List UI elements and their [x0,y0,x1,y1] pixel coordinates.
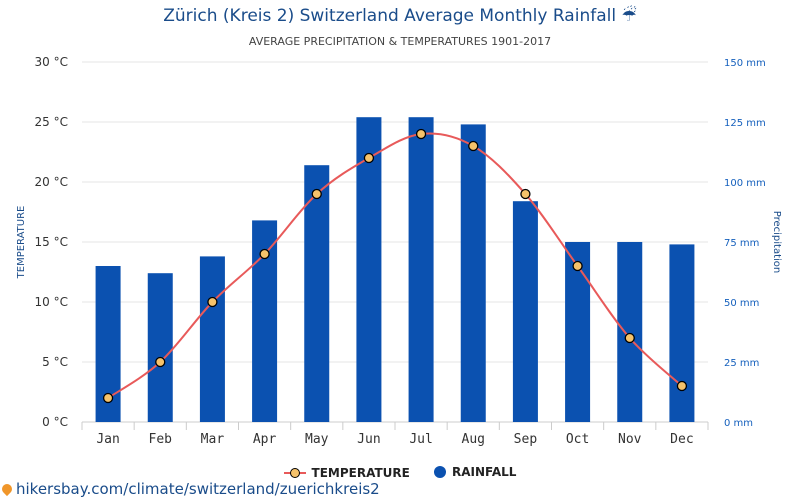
y-right-axis-title: Precipitation [771,211,782,274]
x-tick-label: Jul [409,432,432,447]
temperature-point [676,380,688,392]
temperature-point [102,392,114,404]
y-left-tick-label: 5 °C [42,355,68,369]
temperature-point [155,356,166,368]
temperature-point [311,188,322,200]
legend-temperature[interactable]: TEMPERATURE [283,466,410,480]
chart-title: Zürich (Kreis 2) Switzerland Average Mon… [163,6,637,26]
chart-subtitle: AVERAGE PRECIPITATION & TEMPERATURES 190… [248,35,552,48]
temperature-point [259,248,270,260]
legend-rainfall[interactable]: RAINFALL [434,465,516,479]
y-right-tick-label: 75 mm [724,238,759,249]
x-tick-label: Feb [149,432,173,447]
rainfall-bars [95,117,695,423]
rainfall-bar [512,201,538,422]
x-tick-label: Sep [514,432,538,447]
temperature-legend-icon [283,468,306,478]
x-tick-label: Jan [96,432,119,447]
y-right-tick-label: 125 mm [724,118,766,129]
temperature-line [102,128,688,404]
temperature-point [468,140,479,152]
temperature-point [624,332,635,344]
x-tick-label: Dec [670,432,693,447]
rainfall-legend-icon [434,466,447,478]
x-tick-label: Aug [462,432,485,447]
y-left-axis-title: TEMPERATURE [16,206,27,280]
y-left-tick-label: 10 °C [35,295,68,309]
y-left-tick-label: 0 °C [42,415,68,429]
x-tick-label: Mar [201,432,225,447]
y-left-tick-label: 25 °C [35,115,68,129]
y-right-tick-label: 50 mm [724,298,759,309]
legend: TEMPERATURE RAINFALL [0,465,800,481]
y-right-tick-label: 0 mm [724,418,753,429]
x-tick-label: Nov [618,432,642,447]
grid-lines [81,61,709,430]
source-link[interactable]: hikersbay.com/climate/switzerland/zueric… [0,480,380,498]
temperature-curve [107,132,683,399]
rainfall-bar [565,242,591,422]
rainfall-bar [669,244,695,422]
rainfall-bar [617,242,643,422]
y-right-tick-label: 25 mm [724,358,759,369]
rainfall-bar [304,165,330,422]
umbrella-icon: ☔ [621,6,637,26]
x-tick-label: Apr [253,432,277,447]
rainfall-bar [356,117,382,422]
x-tick-label: Jun [357,432,380,447]
y-right-tick-label: 150 mm [724,58,766,69]
y-right-tick-label: 100 mm [724,178,766,189]
temperature-point [207,296,218,308]
x-tick-label: May [305,432,329,447]
x-tick-label: Oct [566,432,589,447]
rainfall-bar [408,117,434,422]
y-left-tick-label: 15 °C [35,235,68,249]
map-pin-icon [0,481,15,497]
temperature-point [415,128,427,140]
y-left-tick-label: 30 °C [35,55,68,69]
temperature-point [363,152,375,164]
temperature-point [572,260,583,272]
y-left-tick-label: 20 °C [35,175,68,189]
rainfall-bar [460,124,486,423]
rainfall-bar [147,273,173,422]
axis-labels: 0 °C 0 mm 5 °C 25 mm 10 °C 50 mm 15 °C 75 mm 20 … [16,55,782,447]
rainfall-bar [199,256,225,422]
temperature-point [520,188,531,200]
rainfall-temperature-chart: 0 °C 0 mm 5 °C 25 mm 10 °C 50 mm 15 °C 75 mm 20 … [16,55,782,447]
